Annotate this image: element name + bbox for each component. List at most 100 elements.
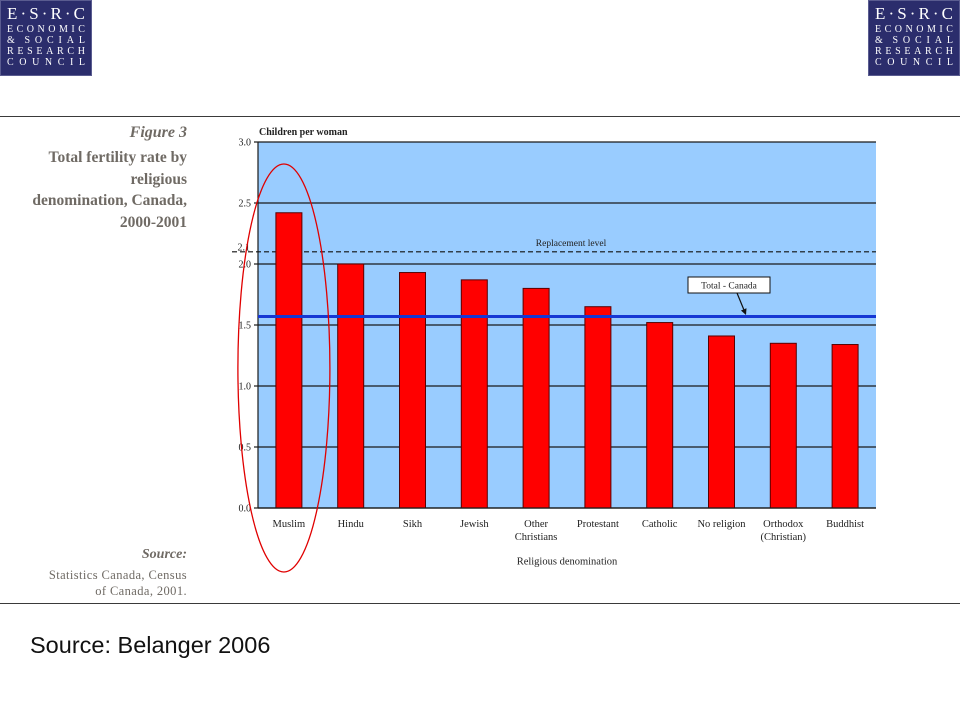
logo-letter: S [892, 35, 899, 46]
total-canada-label: Total - Canada [701, 282, 758, 292]
top-divider [0, 116, 960, 117]
logo-letter: A [46, 46, 54, 57]
logo-letter: E [885, 46, 892, 57]
logo-letter: E [7, 24, 14, 35]
x-tick-label-muslim: Muslim [272, 519, 306, 530]
logo-letter: C [73, 4, 85, 23]
logo-letter: S [895, 46, 901, 57]
x-tick-label-orthodox-christian: Orthodox (Christian) [760, 519, 807, 543]
logo-letter: H [945, 46, 953, 57]
bar-muslim [275, 212, 303, 509]
logo-letter: C [915, 35, 922, 46]
logo-letter: I [926, 35, 930, 46]
x-tick-label-other-christians: Other Christians [514, 519, 558, 543]
logo-letter: R [7, 46, 14, 57]
logo-letter: E [36, 46, 43, 57]
logo-letter: E [7, 4, 18, 23]
bar-jewish [460, 279, 488, 509]
logo-letter: I [937, 57, 942, 68]
chart-title: Total fertility rate by religious denomi… [32, 149, 187, 231]
logo-letter: · [41, 4, 48, 23]
logo-letter: R [875, 46, 882, 57]
logo-letter: N [912, 57, 921, 68]
logo-letter: · [64, 4, 71, 23]
logo-letter: A [914, 46, 922, 57]
logo-initials: E · S · R · C [7, 4, 85, 24]
y-axis-title: Children per woman [259, 127, 348, 138]
logo-letter: L [946, 57, 953, 68]
chart-marks [258, 212, 876, 509]
logo-letter: O [34, 35, 43, 46]
logo-letter: C [7, 57, 14, 68]
logo-letter: R [57, 46, 64, 57]
logo-letter: L [946, 35, 953, 46]
logo-letter: U [32, 57, 40, 68]
logo-letter: A [934, 35, 942, 46]
logo-letter: A [66, 35, 74, 46]
logo-letter: I [71, 24, 75, 35]
x-tick-label-buddhist: Buddhist [826, 519, 865, 530]
x-tick-label-sikh: Sikh [402, 519, 423, 530]
logo-letter: I [69, 57, 74, 68]
total-canada-arrowhead [740, 308, 747, 315]
y-tick-label: 2.5 [239, 199, 252, 210]
logo-letter: C [946, 24, 953, 35]
x-tick-label-catholic: Catholic [641, 519, 678, 530]
bar-protestant [584, 306, 612, 509]
logo-letter: E [17, 46, 24, 57]
replacement-level-tick-label: 2.1 [238, 242, 251, 253]
logo-letter: · [20, 4, 27, 23]
logo-letter: S [24, 35, 31, 46]
footer-source: Source: Belanger 2006 [30, 632, 271, 658]
bar-chart: 0.0 0.5 1.0 1.5 2.0 2.5 3.0 2.1 Replacement leve… [232, 127, 876, 573]
logo-letter: C [925, 57, 933, 68]
logo-letter: & [7, 35, 15, 46]
x-tick-label-no-religion: No religion [697, 519, 746, 530]
logo-letter: E [904, 46, 911, 57]
logo-letter: N [44, 57, 53, 68]
y-tick-label: 2.0 [239, 260, 252, 271]
logo-letter: I [58, 35, 62, 46]
logo-letter: C [941, 4, 953, 23]
logo-letter: · [909, 4, 916, 23]
figure-source-text: Statistics Canada, Census of Canada, 200… [48, 568, 187, 598]
total-canada-label-box [687, 276, 771, 294]
bottom-divider [0, 603, 960, 604]
chart-annotations: Total - Canada [237, 163, 771, 573]
bar-orthodox-christian [769, 342, 797, 509]
logo-letter: · [888, 4, 895, 23]
logo-letter: R [925, 46, 932, 57]
logo-initials: E · S · R · C [875, 4, 953, 24]
logo-letter: C [57, 57, 65, 68]
y-tick-label: 3.0 [239, 138, 252, 149]
x-tick-label-protestant: Protestant [576, 519, 619, 530]
logo-letter: L [78, 35, 85, 46]
logo-letter: S [29, 4, 39, 23]
bar-catholic [646, 322, 674, 509]
logo-letter: C [47, 35, 54, 46]
bar-hindu [337, 263, 365, 509]
logo-letter: C [935, 46, 943, 57]
logo-letter: C [875, 57, 882, 68]
logo-letter: O [887, 57, 895, 68]
logo-letter: R [50, 4, 62, 23]
logo-letter: C [78, 24, 85, 35]
bar-buddhist [831, 344, 859, 509]
y-tick-label: 0.5 [239, 443, 252, 454]
bar-other-christians [522, 287, 550, 509]
bar-no-religion [708, 335, 735, 509]
y-tick-label: 0.0 [239, 504, 252, 515]
total-canada-arrow [736, 292, 745, 310]
logo-letter: M [926, 24, 936, 35]
highlight-ellipse [237, 163, 331, 573]
logo-letter: E [875, 4, 886, 23]
logo-letter: O [902, 35, 911, 46]
y-tick-label: 1.0 [239, 382, 252, 393]
bar-sikh [399, 272, 426, 509]
